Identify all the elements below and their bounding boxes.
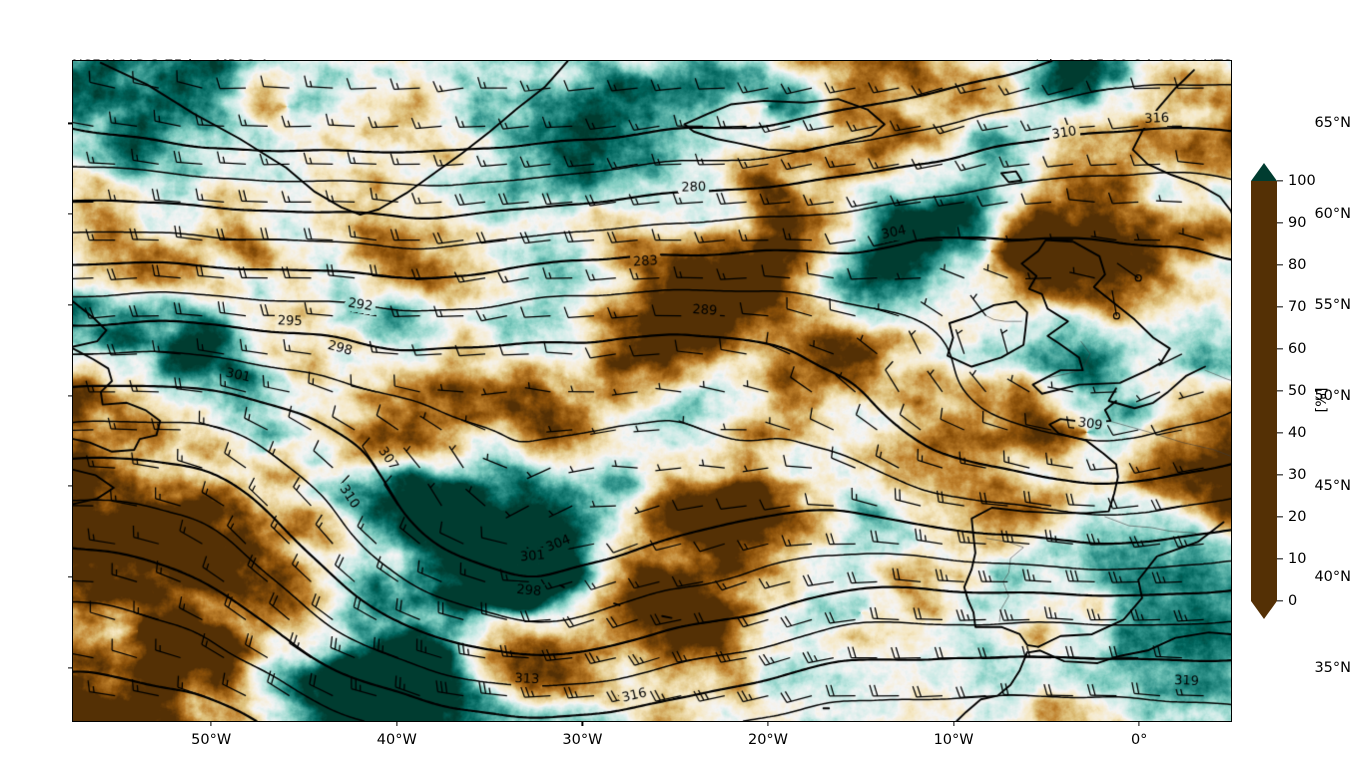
latitude-tick-mark	[68, 666, 72, 669]
longitude-tick-mark	[396, 722, 398, 726]
colorbar-extend-top-arrow	[1251, 163, 1277, 181]
colorbar-tick-label: 60	[1288, 341, 1307, 357]
longitude-tick-label: 20°W	[747, 732, 789, 748]
colorbar-tick-label: 0	[1288, 593, 1298, 609]
longitude-tick-label: 30°W	[562, 732, 603, 748]
colorbar-tick-mark	[1277, 558, 1283, 560]
latitude-tick-mark	[68, 576, 72, 578]
longitude-tick-label: 40°W	[376, 732, 417, 748]
map-plot-area[interactable]	[72, 60, 1232, 722]
colorbar-tick-mark	[1277, 180, 1283, 182]
latitude-tick-label: 45°N	[1314, 478, 1351, 495]
latitude-tick-label: 35°N	[1314, 659, 1351, 676]
colorbar-tick-label: 80	[1288, 257, 1307, 273]
colorbar-tick-label: 30	[1288, 467, 1307, 483]
latitude-tick-mark	[68, 213, 72, 215]
colorbar-tick-label: 70	[1288, 299, 1307, 315]
longitude-tick-mark	[953, 722, 955, 726]
colorbar-tick-label: 90	[1288, 215, 1307, 231]
colorbar-tick-label: 50	[1288, 383, 1307, 399]
colorbar-tick-mark	[1277, 306, 1283, 308]
longitude-tick-mark	[767, 722, 769, 726]
longitude-tick-label: 0°	[1130, 732, 1148, 748]
colorbar-tick-mark	[1277, 432, 1283, 434]
colorbar-tick-label: 100	[1288, 173, 1316, 189]
colorbar-tick-mark	[1277, 264, 1283, 266]
colorbar-gradient-body	[1251, 181, 1277, 601]
colorbar-tick-mark	[1277, 516, 1283, 518]
latitude-tick-label: 60°N	[1314, 206, 1351, 223]
latitude-tick-label: 50°N	[1314, 387, 1351, 404]
latitude-tick-mark	[68, 485, 72, 487]
colorbar-tick-mark	[1277, 474, 1283, 476]
colorbar[interactable]: 0 10 20 30 40 50 60 70 80 90 100	[1251, 163, 1316, 619]
relative-humidity-map	[73, 61, 1231, 721]
latitude-tick-mark	[68, 122, 72, 125]
latitude-tick-mark	[68, 304, 72, 306]
colorbar-extend-bottom-arrow	[1251, 601, 1277, 619]
latitude-tick-label: 55°N	[1314, 296, 1351, 313]
colorbar-tick-mark	[1277, 390, 1283, 392]
colorbar-gradient	[1251, 181, 1277, 601]
longitude-tick-label: 50°W	[191, 732, 232, 748]
colorbar-tick-mark	[1277, 600, 1283, 602]
colorbar-tick-label: 10	[1288, 551, 1307, 567]
colorbar-tick-label: 40	[1288, 425, 1307, 441]
latitude-tick-label: 40°N	[1314, 568, 1351, 585]
colorbar-unit-label: [%]	[1314, 387, 1330, 413]
longitude-tick-mark	[581, 722, 583, 726]
latitude-tick-label: 65°N	[1314, 115, 1351, 132]
colorbar-tick-mark	[1277, 348, 1283, 350]
colorbar-tick-mark	[1277, 222, 1283, 224]
longitude-tick-mark	[210, 722, 212, 726]
longitude-tick-mark	[1138, 722, 1140, 726]
longitude-tick-label: 10°W	[933, 732, 974, 748]
latitude-tick-mark	[68, 394, 72, 397]
colorbar-tick-label: 20	[1288, 509, 1307, 525]
